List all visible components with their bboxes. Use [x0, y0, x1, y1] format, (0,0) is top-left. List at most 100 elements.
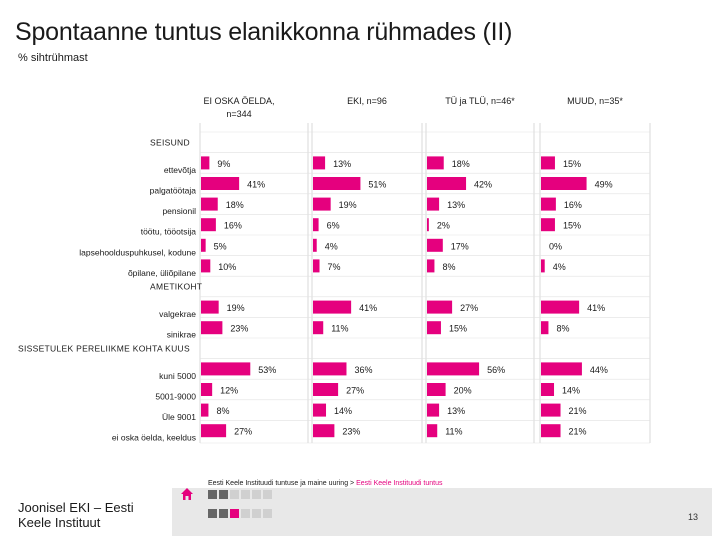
bar [313, 321, 324, 335]
row-label: lapsehoolduspuhkusel, kodune [79, 247, 196, 257]
bar-value-label: 9% [217, 159, 230, 169]
home-icon[interactable] [180, 487, 194, 506]
page-number: 13 [688, 512, 699, 522]
row-label: õpilane, üliõpilane [128, 268, 196, 278]
bar [313, 218, 319, 232]
row-label: 5001-9000 [155, 392, 196, 402]
bar-value-label: 21% [569, 427, 587, 437]
nav-square[interactable] [263, 490, 272, 499]
bar [201, 403, 209, 417]
nav-square[interactable] [219, 509, 228, 518]
bar-value-label: 12% [220, 386, 238, 396]
bar-value-label: 41% [359, 303, 377, 313]
bar [427, 300, 453, 314]
bar [541, 362, 582, 376]
bar-value-label: 17% [451, 241, 469, 251]
bar [427, 156, 444, 170]
bar-value-label: 53% [258, 365, 276, 375]
column-header-3: MUUD, n=35* [567, 96, 623, 106]
nav-square[interactable] [252, 509, 261, 518]
bar [313, 362, 347, 376]
nav-square[interactable] [241, 509, 250, 518]
bar [313, 156, 326, 170]
nav-square[interactable] [241, 490, 250, 499]
bar [427, 259, 435, 273]
bar [427, 362, 480, 376]
nav-square[interactable] [252, 490, 261, 499]
bar-value-label: 6% [327, 221, 340, 231]
bar [427, 238, 443, 252]
bar [427, 197, 440, 211]
bar [201, 177, 240, 190]
bar-value-label: 4% [553, 262, 566, 272]
bar-value-label: 21% [569, 406, 587, 416]
bar-value-label: 13% [447, 406, 465, 416]
bar-value-label: 51% [368, 180, 386, 190]
column-header-2: TÜ ja TLÜ, n=46* [445, 96, 515, 106]
bar [427, 321, 441, 335]
bar-value-label: 42% [474, 180, 492, 190]
bar [201, 218, 216, 232]
bar [201, 238, 206, 252]
bar-value-label: 44% [590, 365, 608, 375]
row-label: Üle 9001 [162, 412, 196, 422]
bar-value-label: 4% [325, 241, 338, 251]
bar-value-label: 15% [449, 324, 467, 334]
row-label: ei oska öelda, keeldus [112, 433, 196, 443]
bar-value-label: 8% [216, 406, 229, 416]
bar-value-label: 14% [562, 386, 580, 396]
bar [313, 238, 317, 252]
bar [313, 197, 331, 211]
bar-value-label: 14% [334, 406, 352, 416]
bar-value-label: 10% [218, 262, 236, 272]
nav-square[interactable] [230, 490, 239, 499]
bar-value-label: 13% [447, 200, 465, 210]
bar-value-label: 23% [230, 324, 248, 334]
bar-value-label: 41% [587, 303, 605, 313]
bar [313, 177, 361, 190]
bar-value-label: 7% [328, 262, 341, 272]
bar-value-label: 19% [227, 303, 245, 313]
bar-value-label: 15% [563, 159, 581, 169]
nav-square[interactable] [263, 509, 272, 518]
row-label: palgatöötaja [150, 186, 197, 196]
section-header: AMETIKOHT [150, 282, 202, 292]
bar [313, 424, 335, 438]
row-label: valgekrae [159, 309, 196, 319]
bar [313, 300, 352, 314]
source-link[interactable]: Eesti Keele Instituudi tuntus [356, 480, 443, 487]
bar [541, 403, 561, 417]
section-header: SEISUND [150, 137, 190, 147]
bar-value-label: 27% [460, 303, 478, 313]
nav-square[interactable] [230, 509, 239, 518]
row-label: töötu, tööotsija [141, 227, 197, 237]
column-header-0: EI OSKA ÖELDA, [203, 96, 274, 106]
nav-square[interactable] [219, 490, 228, 499]
bar [201, 362, 251, 376]
column-header-0-n: n=344 [226, 109, 251, 119]
nav-square[interactable] [208, 509, 217, 518]
bar [313, 383, 339, 396]
bar [313, 403, 327, 417]
nav-square[interactable] [208, 490, 217, 499]
bar-value-label: 49% [595, 180, 613, 190]
bar [201, 197, 218, 211]
bar-value-label: 0% [549, 241, 562, 251]
bar [201, 424, 227, 438]
bar [541, 321, 549, 335]
source-breadcrumb: Eesti Keele Instituudi tuntuse ja maine … [208, 480, 442, 487]
source-text: Eesti Keele Instituudi tuntuse ja maine … [208, 480, 349, 487]
bar-value-label: 18% [452, 159, 470, 169]
section-header: SISSETULEK PERELIIKME KOHTA KUUS [18, 343, 190, 353]
footer-bar [172, 488, 712, 536]
page-title: Spontaanne tuntus elanikkonna rühmades (… [15, 18, 513, 46]
bar [427, 383, 446, 396]
bar [541, 300, 580, 314]
institute-note: Joonisel EKI – Eesti Keele Instituut [18, 500, 134, 530]
bar [541, 177, 587, 190]
bar-value-label: 2% [437, 221, 450, 231]
bar-value-label: 16% [224, 221, 242, 231]
bar [201, 383, 213, 396]
bar-value-label: 36% [354, 365, 372, 375]
row-label: kuni 5000 [159, 371, 196, 381]
